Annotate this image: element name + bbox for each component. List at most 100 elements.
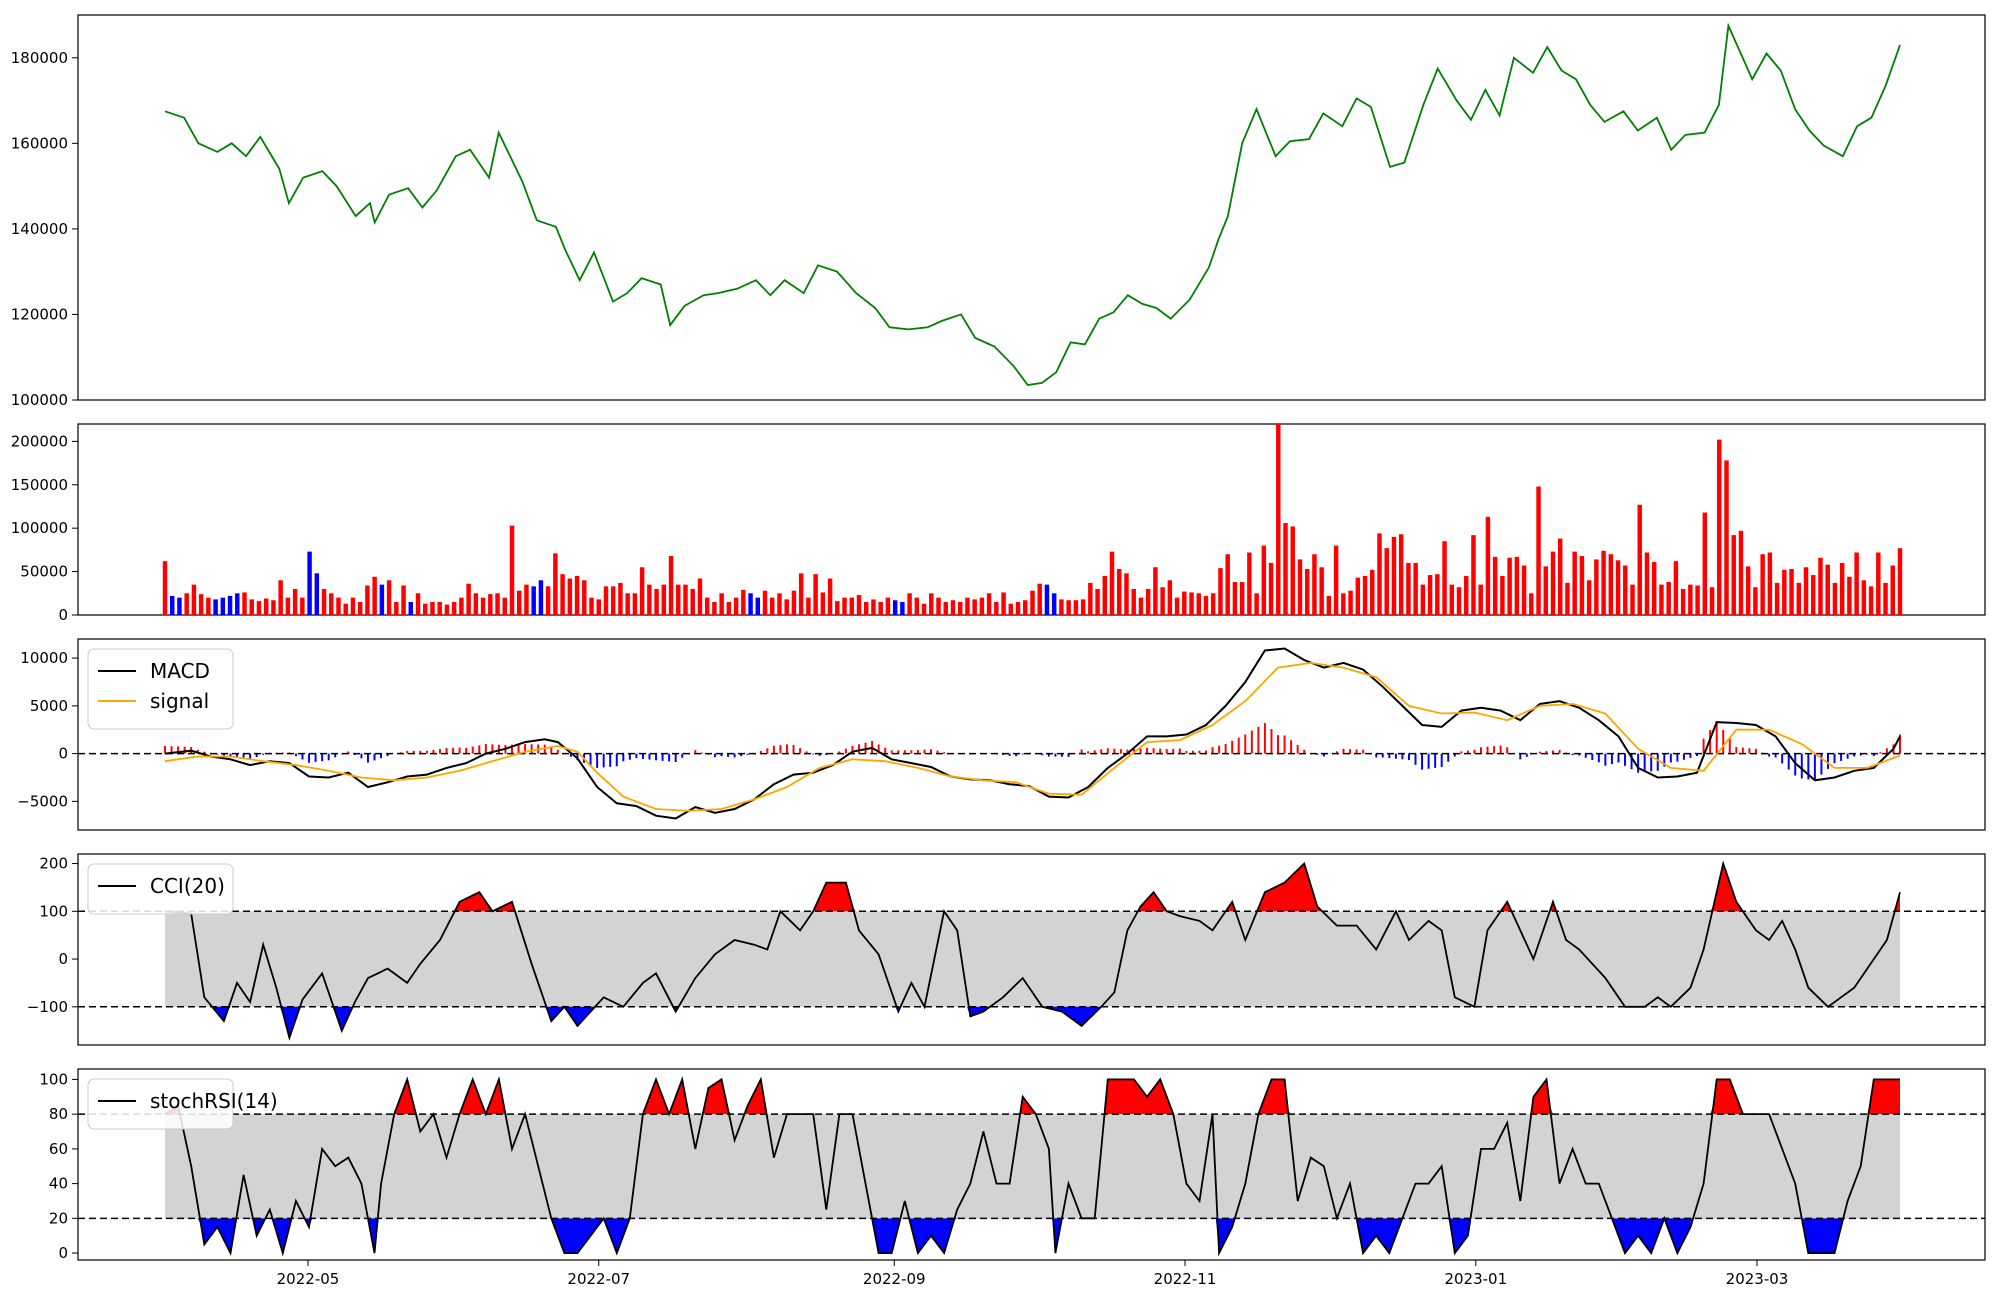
volume-bar [1225, 554, 1230, 615]
volume-bar [1623, 565, 1628, 615]
stochrsi-ytick-label: 100 [39, 1070, 68, 1088]
volume-bar [863, 601, 869, 615]
macd-hist-bar [1859, 753, 1862, 756]
volume-bar [1153, 567, 1158, 615]
volume-bar [502, 597, 508, 615]
macd-hist-bar [936, 750, 939, 754]
volume-bar [632, 593, 638, 615]
stochrsi-above-fill [165, 1079, 1900, 1115]
volume-bar [936, 597, 941, 615]
volume-bar [1615, 560, 1621, 615]
macd-hist-bar [1499, 745, 1502, 754]
macd-hist-bar [1735, 746, 1738, 754]
volume-bar [582, 580, 587, 615]
volume-bar [567, 578, 573, 615]
macd-hist-bar [1748, 748, 1751, 754]
macd-hist-bar [1270, 729, 1273, 754]
macd-hist-bar [1407, 753, 1410, 760]
macd-hist-bar [1630, 753, 1633, 770]
price-ytick-label: 180000 [11, 49, 68, 67]
macd-hist-bar [844, 748, 847, 754]
volume-bar [1413, 562, 1418, 615]
macd-hist-bar [1774, 753, 1777, 758]
macd-hist-bar [818, 753, 821, 756]
macd-hist-bar [1663, 753, 1666, 767]
macd-hist-bar [903, 750, 906, 754]
macd-hist-bar [1604, 753, 1607, 766]
macd-hist-bar [812, 753, 815, 755]
macd-hist-bar [609, 753, 612, 767]
macd-hist-bar [314, 753, 317, 762]
volume-bar [603, 586, 609, 615]
volume-bar [1051, 593, 1057, 615]
volume-bar [1572, 551, 1577, 615]
volume-bar [1847, 576, 1852, 615]
macd-hist-bar [465, 747, 468, 754]
volume-bar [639, 567, 645, 615]
volume-bar [957, 601, 963, 615]
macd-hist-bar [458, 747, 461, 754]
volume-bar [329, 593, 334, 615]
volume-bar [321, 588, 327, 615]
stochrsi-frame [77, 1068, 1986, 1261]
cci-ytick-label: 200 [39, 855, 68, 873]
volume-bar [1550, 551, 1556, 615]
macd-hist-bar [1296, 745, 1299, 754]
macd-hist-bar [596, 753, 599, 768]
macd-hist-bar [1008, 753, 1011, 756]
macd-hist-bar [334, 753, 337, 758]
macd-hist-bar [1087, 751, 1090, 754]
macd-hist-bar [327, 753, 330, 761]
volume-bar [929, 593, 934, 615]
macd-hist-bar [1303, 749, 1306, 754]
macd-hist-bar [1584, 753, 1587, 758]
volume-bar [1789, 568, 1794, 615]
macd-hist-bar [1794, 753, 1797, 776]
volume-bar [386, 580, 392, 615]
macd-hist-bar [779, 745, 782, 754]
volume-bar [1536, 486, 1541, 615]
volume-bar [835, 601, 840, 615]
volume-bar [1117, 568, 1122, 615]
macd-hist-bar [1689, 753, 1692, 758]
macd-hist-bar [1211, 747, 1214, 754]
macd-hist-bar [1610, 753, 1613, 765]
macd-hist-bar [930, 749, 933, 754]
macd-hist-bar [635, 753, 638, 759]
volume-bar [169, 595, 175, 615]
volume-bar [1008, 603, 1014, 615]
macd-hist-bar [1362, 749, 1365, 754]
price-line [164, 22, 1901, 386]
volume-bar [1586, 580, 1592, 615]
macd-hist-bar [1545, 751, 1548, 754]
volume-bar [950, 600, 956, 615]
price-ytick-label: 160000 [11, 134, 68, 152]
macd-hist-bar [1899, 734, 1901, 754]
macd-hist-bar [1643, 753, 1646, 773]
volume-bar [1464, 575, 1469, 615]
volume-bar [1521, 565, 1527, 615]
volume-bar [177, 597, 182, 615]
volume-bar [227, 595, 233, 615]
volume-bar [726, 601, 732, 615]
volume-bar [365, 585, 370, 615]
volume-bar [770, 597, 775, 615]
volume-bar [979, 597, 985, 615]
macd-hist-bar [216, 753, 219, 755]
volume-bar [1355, 577, 1361, 615]
volume-bar [820, 592, 826, 615]
volume-bar [408, 601, 414, 615]
volume-bar [1702, 512, 1708, 615]
macd-hist-bar [183, 746, 186, 754]
volume-bar [379, 584, 385, 615]
macd-hist-bar [681, 753, 684, 758]
macd-hist-bar [236, 753, 239, 758]
macd-hist-bar [1787, 753, 1790, 770]
volume-bar [1680, 588, 1686, 615]
macd-hist-bar [602, 753, 605, 768]
macd-hist-bar [628, 753, 631, 760]
macd-ytick-label: 0 [58, 745, 68, 763]
macd-hist-bar [177, 746, 180, 754]
macd-hist-bar [792, 745, 795, 754]
